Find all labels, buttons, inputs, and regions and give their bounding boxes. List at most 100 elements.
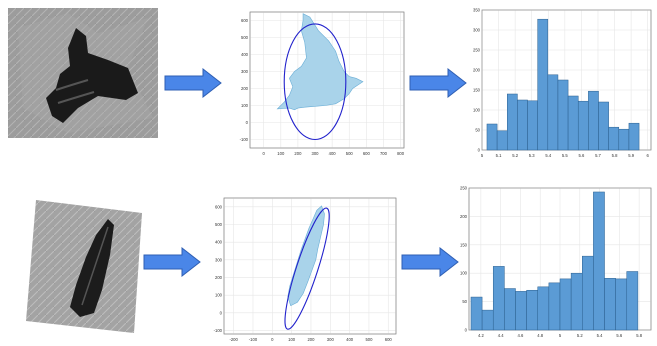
x-tick-label: 5.3 — [529, 153, 535, 158]
y-tick-label: 100 — [241, 103, 249, 108]
x-tick-label: 400 — [329, 151, 337, 156]
histogram-bar — [626, 271, 639, 331]
y-tick-label: 300 — [215, 257, 223, 262]
region-polygon — [287, 205, 325, 307]
histogram-bar — [608, 126, 620, 151]
x-tick-label: -100 — [249, 337, 258, 341]
histogram-bar — [618, 128, 630, 151]
arrow-right-icon — [400, 246, 460, 278]
x-tick-label: 5 — [559, 333, 562, 338]
x-tick-label: 5.8 — [612, 153, 618, 158]
shape-ellipse-plot-bottom: -200 -100 0 100 200 300 400 500 600 -100 0 100 200 30… — [200, 192, 400, 342]
x-tick-label: 5.6 — [616, 333, 622, 338]
arrow-right-icon — [163, 67, 223, 99]
x-tick-label: 4.8 — [537, 333, 543, 338]
x-tick-label: 5.9 — [628, 153, 634, 158]
histogram-bar — [604, 278, 616, 331]
y-tick-label: 500 — [241, 35, 249, 40]
y-tick-label: 50 — [462, 299, 467, 304]
x-tick-label: 300 — [327, 337, 335, 341]
x-tick-label: 100 — [277, 151, 285, 156]
y-tick-label: 350 — [473, 8, 481, 13]
y-tick-label: 0 — [246, 120, 249, 125]
shape-ellipse-plot-top: 0 100 200 300 400 500 600 700 800 -100 0 100 200 300 4… — [228, 8, 408, 158]
y-tick-label: 400 — [215, 240, 223, 245]
histogram-bar — [507, 93, 518, 151]
histogram-bar — [537, 18, 549, 151]
x-tick-label: 100 — [288, 337, 296, 341]
x-tick-label: 800 — [397, 151, 405, 156]
y-tick-label: 100 — [473, 108, 481, 113]
y-tick-label: 300 — [241, 69, 249, 74]
histogram-bar — [567, 95, 579, 151]
x-tick-label: 5.6 — [578, 153, 584, 158]
histogram-bar — [492, 266, 505, 331]
fitted-ellipse — [284, 207, 330, 330]
x-tick-label: 4.6 — [518, 333, 524, 338]
y-tick-label: 400 — [241, 52, 249, 57]
x-tick-label: 700 — [380, 151, 388, 156]
x-tick-label: 0 — [263, 151, 266, 156]
x-tick-label: 5.7 — [595, 153, 601, 158]
histogram-bar — [593, 191, 605, 331]
y-tick-label: 250 — [473, 48, 481, 53]
histogram-bar — [481, 309, 494, 331]
x-tick-label: 5.8 — [636, 333, 642, 338]
x-tick-label: 500 — [346, 151, 354, 156]
x-tick-label: 4.2 — [478, 333, 484, 338]
photo-top — [8, 8, 158, 138]
x-tick-label: 5.4 — [545, 153, 551, 158]
histogram-bar — [526, 289, 538, 331]
x-tick-label: 600 — [385, 337, 393, 341]
x-tick-label: 5.1 — [496, 153, 502, 158]
region-polygon — [276, 13, 364, 111]
y-tick-label: 0 — [220, 310, 223, 315]
histogram-bar — [517, 99, 528, 151]
histogram-bar — [496, 130, 508, 151]
arrow-right-icon — [142, 246, 202, 278]
histogram-bar — [615, 278, 628, 331]
histogram-bar — [577, 100, 589, 151]
y-tick-label: 100 — [215, 293, 223, 298]
x-tick-label: 5.2 — [577, 333, 583, 338]
histogram-top: 5 5.1 5.2 5.3 5.4 5.5 5.6 5.7 5.8 5.9 6 0 50 100 150 20… — [468, 4, 655, 160]
x-tick-label: 600 — [363, 151, 371, 156]
histogram-bar — [470, 296, 483, 331]
y-tick-label: 150 — [473, 88, 481, 93]
arrow-right-icon — [408, 67, 468, 99]
histogram-bar — [582, 255, 594, 331]
histogram-bar — [548, 282, 561, 331]
histogram-bar — [598, 101, 609, 151]
x-tick-label: 4.4 — [498, 333, 504, 338]
histogram-bar — [504, 288, 516, 331]
y-tick-label: 200 — [460, 214, 468, 219]
histogram-bar — [527, 100, 538, 151]
y-tick-label: 300 — [473, 28, 481, 33]
histogram-bar — [570, 272, 583, 331]
x-tick-label: 5 — [481, 153, 484, 158]
x-tick-label: 5.4 — [597, 333, 603, 338]
y-tick-label: -100 — [240, 137, 249, 142]
histogram-bar — [628, 122, 640, 151]
y-tick-label: 200 — [473, 68, 481, 73]
histogram-bar — [515, 291, 527, 331]
y-tick-label: 600 — [215, 204, 223, 209]
y-tick-label: -100 — [214, 328, 223, 333]
x-tick-label: 5.5 — [562, 153, 568, 158]
x-tick-label: 6 — [647, 153, 650, 158]
y-tick-label: 100 — [460, 271, 468, 276]
x-tick-label: 500 — [365, 337, 373, 341]
x-tick-label: 300 — [312, 151, 320, 156]
x-tick-label: 5.2 — [512, 153, 518, 158]
y-tick-label: 200 — [215, 275, 223, 280]
y-tick-label: 500 — [215, 222, 223, 227]
y-tick-label: 150 — [460, 242, 468, 247]
histogram-bar — [588, 90, 599, 151]
y-tick-label: 0 — [478, 148, 481, 153]
histogram-bar — [557, 79, 569, 151]
fitted-ellipse — [283, 23, 347, 141]
x-tick-label: 400 — [346, 337, 354, 341]
x-tick-label: 0 — [271, 337, 274, 341]
photo-bottom — [22, 195, 147, 335]
y-tick-label: 200 — [241, 86, 249, 91]
